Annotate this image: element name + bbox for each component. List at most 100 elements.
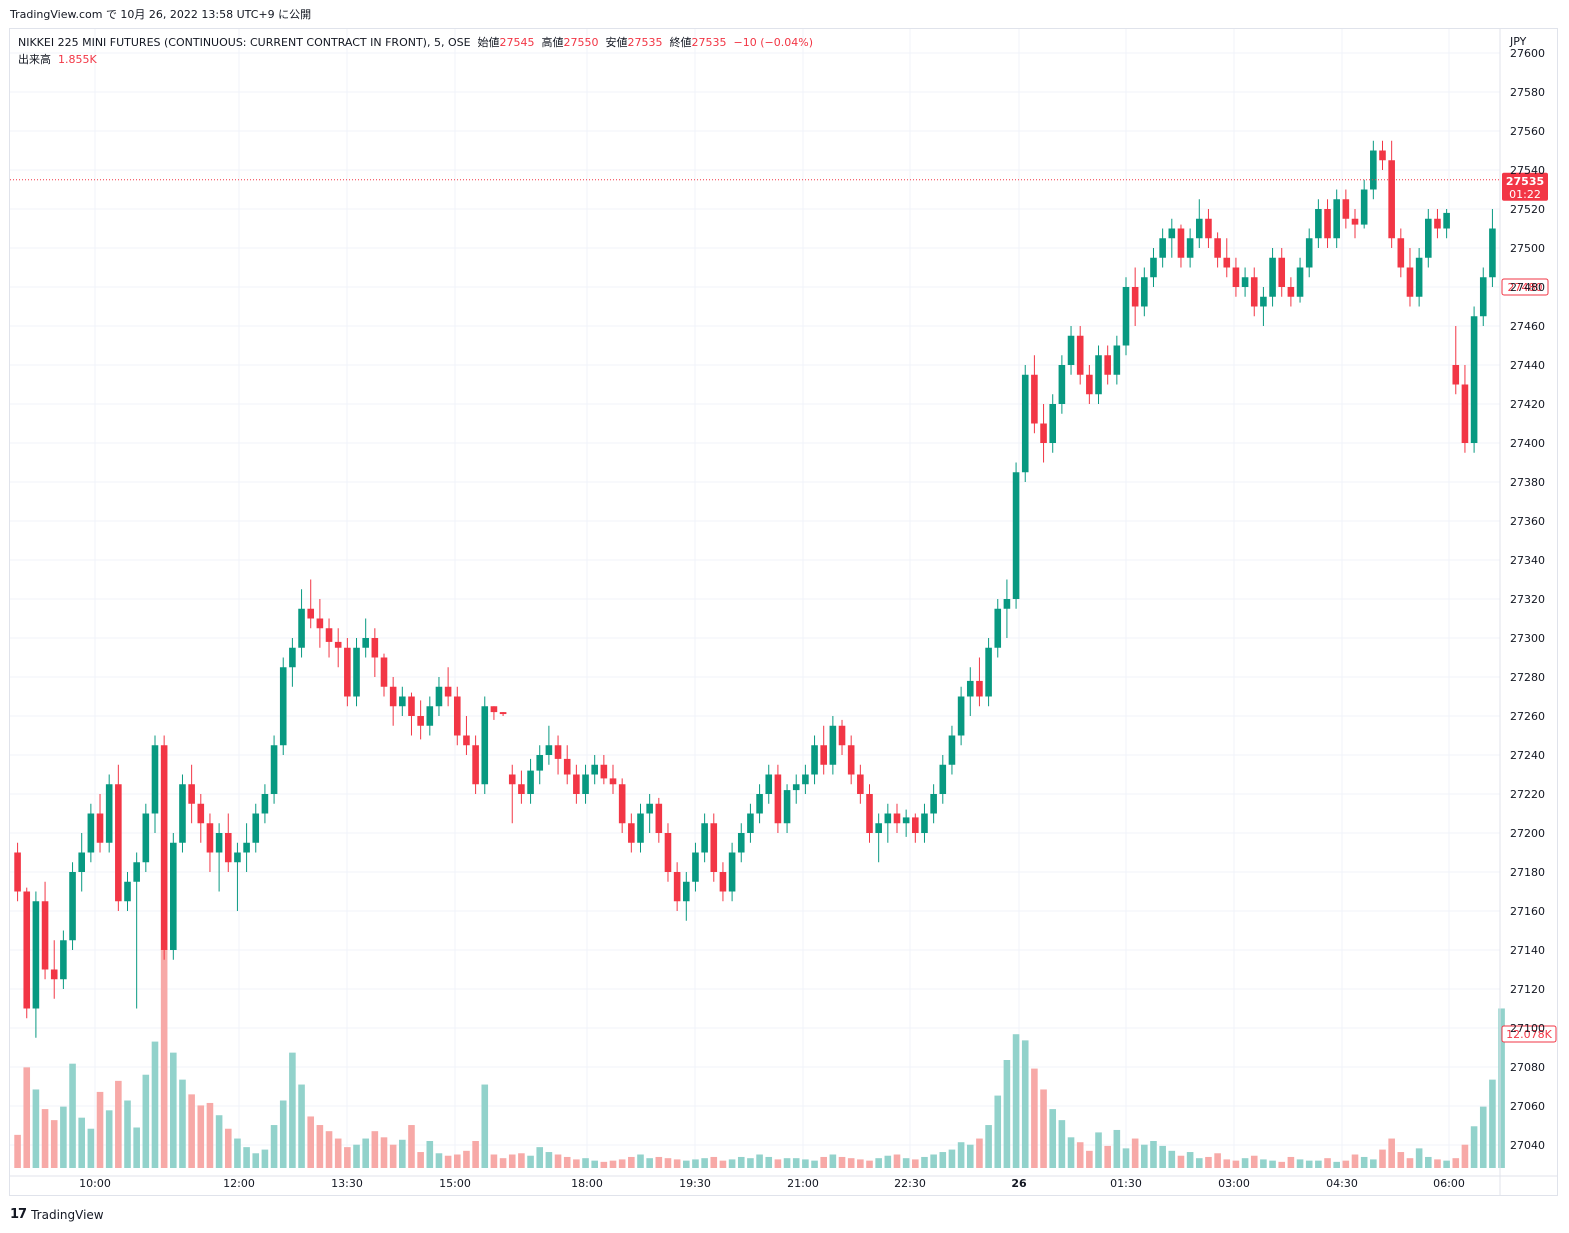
candle-body — [857, 774, 864, 794]
volume-bar — [1434, 1159, 1441, 1168]
candle-body — [884, 813, 892, 824]
candle-body — [1351, 218, 1359, 225]
brand-name: TradingView — [31, 1207, 104, 1222]
volume-bar — [1470, 1126, 1478, 1168]
volume-bar — [252, 1153, 260, 1168]
volume-legend: 出来高 1.855K — [18, 51, 97, 67]
candle-body — [435, 686, 443, 707]
volume-bar — [719, 1160, 727, 1168]
volume-marker-label: 12.078K — [1506, 1028, 1552, 1041]
price-tick-label: 27480 — [1510, 281, 1545, 294]
volume-bar — [1452, 1158, 1460, 1168]
volume-bar — [32, 1089, 40, 1168]
volume-bar — [912, 1159, 919, 1168]
candle-body — [371, 638, 379, 658]
candle-body — [463, 735, 470, 746]
candle-body — [912, 817, 919, 833]
candle-body — [985, 647, 992, 697]
volume-bar — [994, 1095, 1002, 1168]
volume-bar — [87, 1128, 95, 1168]
volume-bar — [1498, 1008, 1505, 1168]
candle-body — [508, 774, 516, 785]
volume-bar — [371, 1131, 379, 1168]
volume-bar — [344, 1147, 351, 1168]
candle-body — [838, 725, 846, 746]
volume-bar — [664, 1158, 672, 1168]
candle-body — [1168, 228, 1176, 239]
candle-body — [289, 647, 296, 668]
time-tick-label: 04:30 — [1326, 1177, 1358, 1190]
candle-body — [902, 817, 910, 824]
volume-bar — [893, 1154, 901, 1168]
candle-body — [87, 813, 95, 853]
candle-body — [1223, 257, 1231, 268]
candle-body — [1434, 218, 1441, 229]
volume-bar — [774, 1159, 782, 1168]
countdown-label: 01:22 — [1509, 188, 1541, 201]
volume-bar — [1250, 1155, 1258, 1168]
volume-bar — [197, 1105, 205, 1168]
candle-body — [701, 823, 708, 853]
candle-body — [124, 881, 131, 902]
volume-bar — [1223, 1159, 1231, 1168]
price-tick-label: 27580 — [1510, 86, 1545, 99]
time-tick-label: 03:00 — [1218, 1177, 1250, 1190]
candle-body — [756, 794, 763, 814]
low-label: 安値 — [605, 36, 628, 49]
candle-body — [728, 852, 736, 892]
candle-body — [637, 813, 644, 843]
time-tick-label: 21:00 — [787, 1177, 819, 1190]
volume-bar — [279, 1100, 287, 1168]
price-tick-label: 27320 — [1510, 593, 1545, 606]
price-tick-label: 27440 — [1510, 359, 1545, 372]
candle-body — [133, 862, 140, 882]
candle-body — [591, 764, 598, 775]
price-tick-label: 27560 — [1510, 125, 1545, 138]
volume-bar — [270, 1125, 278, 1168]
candle-body — [737, 833, 745, 853]
volume-bar — [362, 1138, 369, 1168]
candle-body — [160, 745, 168, 950]
candle-body — [1324, 209, 1331, 239]
volume-bar — [160, 949, 168, 1168]
candle-body — [142, 813, 150, 863]
marker-price-badge — [1501, 278, 1549, 296]
candle-body — [472, 745, 479, 785]
volume-bar — [1315, 1160, 1322, 1168]
candle-body — [499, 712, 507, 715]
candle-body — [710, 823, 718, 872]
price-tick-label: 27100 — [1510, 1022, 1545, 1035]
candle-body — [490, 706, 498, 713]
time-tick-label: 06:00 — [1433, 1177, 1465, 1190]
candle-body — [1021, 374, 1029, 473]
candle-body — [930, 794, 937, 814]
volume-bar — [921, 1156, 928, 1168]
candle-body — [399, 696, 406, 707]
candle-body — [1012, 472, 1020, 599]
candle-body — [1058, 365, 1066, 404]
volume-bar — [600, 1161, 608, 1168]
candle-body — [224, 833, 232, 863]
candle-body — [1095, 355, 1102, 395]
candle-body — [41, 901, 49, 970]
volume-bar — [554, 1154, 562, 1168]
volume-bar — [353, 1144, 360, 1168]
volume-bar — [472, 1141, 479, 1168]
candle-body — [215, 833, 223, 853]
candle-body — [518, 784, 525, 794]
candle-body — [1342, 199, 1350, 219]
volume-bar — [215, 1115, 223, 1168]
close-label: 終値 — [669, 36, 692, 49]
candle-body — [1388, 160, 1395, 239]
volume-bar — [1012, 1034, 1020, 1168]
candle-body — [957, 696, 965, 736]
volume-bar — [444, 1155, 452, 1168]
candle-body — [298, 608, 305, 648]
candle-body — [1177, 228, 1185, 258]
time-tick-label: 18:00 — [571, 1177, 603, 1190]
candle-body — [573, 774, 580, 794]
footer-brand[interactable]: 17 TradingView — [10, 1207, 104, 1222]
volume-bar — [1397, 1152, 1405, 1168]
